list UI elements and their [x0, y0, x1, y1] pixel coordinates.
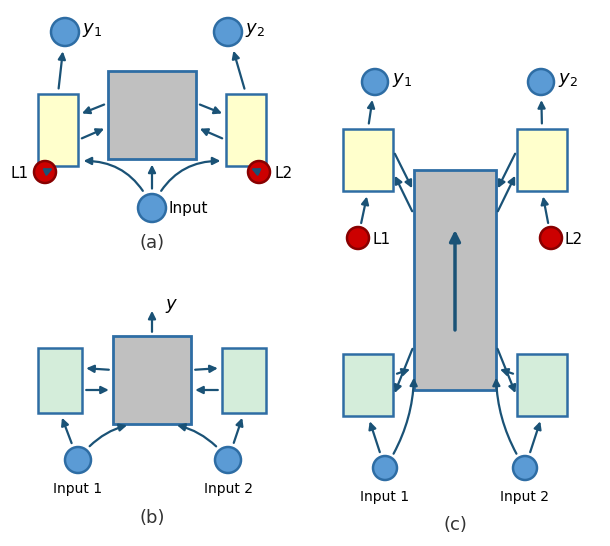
Circle shape [138, 194, 166, 222]
Bar [517, 129, 567, 191]
Text: $y_2$: $y_2$ [558, 71, 578, 89]
Text: Input 1: Input 1 [54, 482, 102, 496]
Circle shape [215, 447, 241, 473]
Text: L2: L2 [275, 165, 293, 181]
Bar [38, 347, 82, 412]
Circle shape [362, 69, 388, 95]
Bar [414, 170, 496, 390]
Text: L2: L2 [565, 232, 583, 246]
Text: $y_1$: $y_1$ [82, 21, 102, 39]
Circle shape [373, 456, 397, 480]
Bar [108, 71, 196, 159]
Circle shape [65, 447, 91, 473]
Text: $y_2$: $y_2$ [245, 21, 265, 39]
Bar [38, 94, 78, 166]
Text: Input 1: Input 1 [361, 490, 409, 504]
Bar [343, 354, 393, 416]
Bar [113, 336, 191, 424]
Text: Input 2: Input 2 [500, 490, 550, 504]
Bar [222, 347, 266, 412]
Circle shape [513, 456, 537, 480]
Circle shape [51, 18, 79, 46]
Text: (a): (a) [140, 234, 165, 252]
Text: Input: Input [169, 201, 209, 217]
Circle shape [214, 18, 242, 46]
Circle shape [347, 227, 369, 249]
Text: L1: L1 [11, 165, 29, 181]
Text: (c): (c) [443, 516, 467, 534]
Circle shape [248, 161, 270, 183]
Bar [517, 354, 567, 416]
Circle shape [528, 69, 554, 95]
Bar [226, 94, 266, 166]
Bar [343, 129, 393, 191]
Text: L1: L1 [372, 232, 390, 246]
Text: (b): (b) [139, 509, 165, 527]
Text: Input 2: Input 2 [204, 482, 253, 496]
Text: $y$: $y$ [165, 297, 178, 315]
Circle shape [34, 161, 56, 183]
Text: $y_1$: $y_1$ [392, 71, 412, 89]
Circle shape [540, 227, 562, 249]
